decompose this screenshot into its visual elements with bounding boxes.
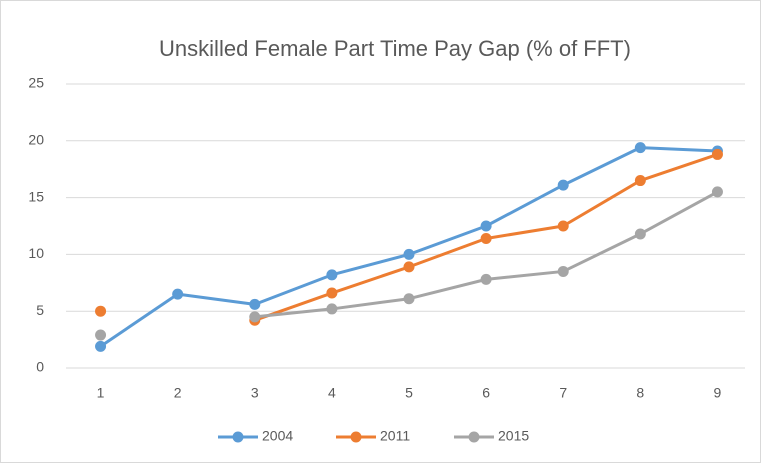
data-point bbox=[480, 232, 492, 244]
x-tick-label: 1 bbox=[97, 385, 105, 401]
data-point bbox=[480, 220, 492, 232]
data-point bbox=[403, 248, 415, 260]
legend-label: 2004 bbox=[262, 428, 293, 444]
legend-marker bbox=[232, 431, 244, 443]
data-point bbox=[172, 288, 184, 300]
x-tick-label: 2 bbox=[174, 385, 182, 401]
data-point bbox=[403, 261, 415, 273]
x-tick-label: 7 bbox=[559, 385, 567, 401]
x-tick-label: 6 bbox=[482, 385, 490, 401]
legend-marker bbox=[350, 431, 362, 443]
data-point bbox=[403, 293, 415, 305]
data-point bbox=[634, 228, 646, 240]
y-tick-label: 15 bbox=[28, 188, 44, 204]
x-tick-label: 3 bbox=[251, 385, 259, 401]
legend-label: 2011 bbox=[380, 428, 410, 444]
data-point bbox=[557, 220, 569, 232]
data-point bbox=[95, 305, 107, 317]
legend-marker bbox=[468, 431, 480, 443]
data-point bbox=[326, 287, 338, 299]
legend-label: 2015 bbox=[498, 428, 529, 444]
y-tick-label: 20 bbox=[28, 132, 44, 148]
data-point bbox=[634, 142, 646, 154]
data-point bbox=[711, 186, 723, 198]
data-point bbox=[95, 329, 107, 341]
data-point bbox=[249, 298, 261, 310]
data-point bbox=[95, 340, 107, 352]
y-tick-label: 5 bbox=[36, 302, 44, 318]
data-point bbox=[480, 273, 492, 285]
y-tick-label: 25 bbox=[28, 75, 44, 91]
data-point bbox=[711, 148, 723, 160]
data-point bbox=[557, 265, 569, 277]
x-tick-label: 4 bbox=[328, 385, 336, 401]
x-tick-label: 9 bbox=[714, 385, 722, 401]
y-tick-label: 10 bbox=[28, 245, 44, 261]
data-point bbox=[634, 175, 646, 187]
chart-title: Unskilled Female Part Time Pay Gap (% of… bbox=[159, 36, 631, 61]
x-tick-label: 5 bbox=[405, 385, 413, 401]
y-tick-label: 0 bbox=[36, 359, 44, 375]
data-point bbox=[557, 179, 569, 191]
x-tick-label: 8 bbox=[636, 385, 644, 401]
data-point bbox=[326, 303, 338, 315]
data-point bbox=[326, 269, 338, 281]
data-point bbox=[249, 311, 261, 323]
